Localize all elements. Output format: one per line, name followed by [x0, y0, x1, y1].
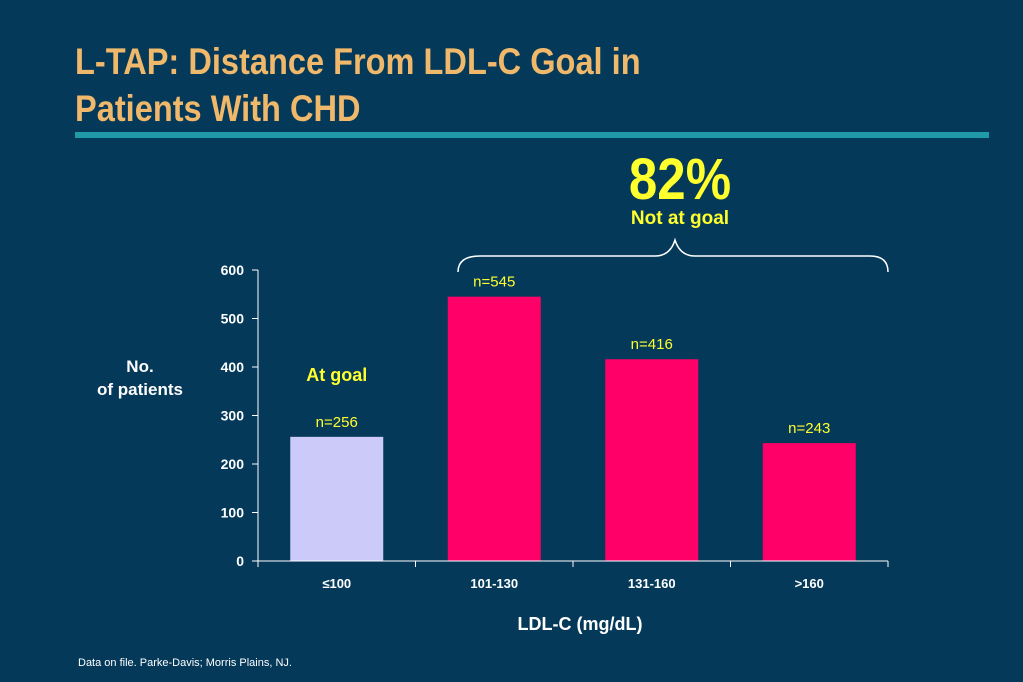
not-at-goal-caption: Not at goal	[630, 208, 730, 229]
footnote: Data on file. Parke-Davis; Morris Plains…	[78, 657, 292, 669]
slide-title: L-TAP: Distance From LDL-C Goal in Patie…	[75, 38, 641, 132]
y-tick-label-2: 200	[221, 456, 245, 472]
bar-2	[605, 359, 699, 561]
bar-1	[447, 296, 541, 561]
y-axis-label-line2: of patients	[97, 380, 183, 399]
y-axis-label-line1: No.	[126, 357, 154, 376]
y-tick-label-6: 600	[221, 262, 245, 278]
y-tick-label-4: 400	[221, 359, 245, 375]
y-tick-label-5: 500	[221, 311, 245, 327]
data-label-0: n=256	[316, 414, 358, 431]
title-divider	[75, 132, 989, 138]
data-label-3: n=243	[788, 420, 830, 437]
category-label-2: 131-160	[628, 576, 676, 591]
data-label-2: n=416	[631, 336, 673, 353]
bars-group	[290, 296, 856, 561]
category-label-1: 101-130	[470, 576, 518, 591]
bar-3	[762, 443, 856, 561]
axes-group	[252, 269, 889, 567]
y-axis-label: No. of patients	[80, 355, 200, 401]
at-goal-annotation: At goal	[306, 365, 367, 385]
category-label-3: >160	[795, 576, 824, 591]
bar-0	[290, 436, 384, 561]
y-tick-label-0: 0	[236, 553, 244, 569]
slide-title-line1: L-TAP: Distance From LDL-C Goal in	[75, 41, 641, 82]
y-tick-label-3: 300	[221, 408, 245, 424]
labels-group: n=256 ≤100 n=545 101-130 n=416 131-160 n=243 >1…	[221, 262, 831, 591]
y-tick-label-1: 100	[221, 505, 245, 521]
slide-title-line2: Patients With CHD	[75, 88, 361, 129]
not-at-goal-brace	[457, 237, 889, 273]
data-label-1: n=545	[473, 274, 515, 291]
category-label-0: ≤100	[322, 576, 351, 591]
x-axis-label: LDL-C (mg/dL)	[517, 614, 643, 634]
not-at-goal-percent: 82%	[628, 147, 732, 212]
